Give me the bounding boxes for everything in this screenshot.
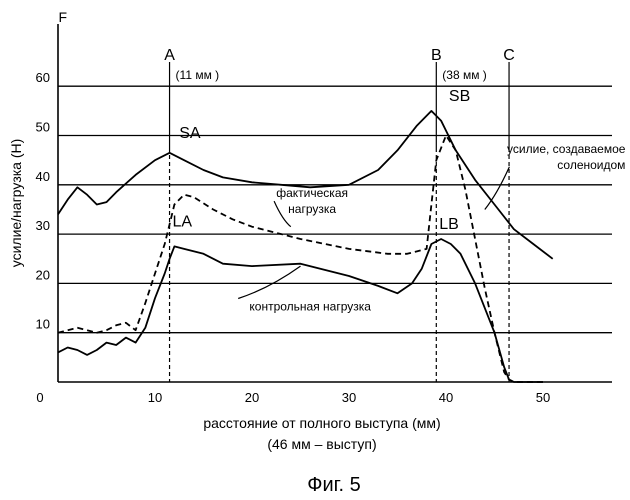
annotation-pointer xyxy=(273,200,292,228)
annotation-pointers xyxy=(238,166,510,300)
origin-tick-label: 0 xyxy=(36,390,43,405)
series-line-actual xyxy=(57,134,543,383)
annotation-pointer xyxy=(484,166,510,210)
x-axis-label-line2: (46 мм – выступ) xyxy=(267,436,376,452)
figure-caption: Фиг. 5 xyxy=(307,474,360,496)
horizontal-gridlines xyxy=(58,85,612,334)
x-tick-label: 20 xyxy=(245,390,259,405)
series-line-control xyxy=(57,238,543,383)
y-tick-label: 10 xyxy=(36,317,50,332)
x-axis-label-line1: расстояние от полного выступа (мм) xyxy=(203,415,440,431)
marker-lines: A(11 мм ) B(38 мм ) C xyxy=(164,47,515,382)
annotations: усилие, создаваемое соленоидом фактическая… xyxy=(249,142,625,314)
series-label-SB: SB xyxy=(449,88,470,105)
annotation-line: усилие, создаваемое xyxy=(507,142,626,156)
series-label-LB: LB xyxy=(439,216,459,233)
marker-label: A xyxy=(164,47,175,64)
marker-note: (38 мм ) xyxy=(442,68,487,82)
y-tick-label: 40 xyxy=(36,169,50,184)
annotation-text: усилие, создаваемое соленоидом xyxy=(507,142,626,172)
series-line-solenoid xyxy=(57,110,554,260)
y-tick-label: 30 xyxy=(36,218,50,233)
annotation-line: нагрузка xyxy=(288,202,336,216)
y-axis-label: усилие/нагрузка (Н) xyxy=(8,139,24,268)
marker-label: C xyxy=(503,47,515,64)
y-tick-labels: 10 20 30 40 50 60 xyxy=(36,70,50,332)
marker-label: B xyxy=(431,47,442,64)
series-label-LA: LA xyxy=(172,214,192,231)
annotation-text: фактическая нагрузка xyxy=(276,186,348,216)
series-labels: SA SB LA LB xyxy=(172,88,470,233)
annotation-line: соленоидом xyxy=(557,158,625,172)
x-tick-label: 40 xyxy=(439,390,453,405)
annotation-line: фактическая xyxy=(276,186,348,200)
y-axis-letter: F xyxy=(58,9,67,25)
y-tick-label: 50 xyxy=(36,120,50,135)
marker-note: (11 мм ) xyxy=(176,68,220,82)
y-tick-label: 60 xyxy=(36,70,50,85)
annotation-text: контрольная нагрузка xyxy=(249,300,371,314)
x-tick-label: 50 xyxy=(536,390,550,405)
data-series xyxy=(57,110,554,383)
annotation-pointer xyxy=(238,265,301,300)
annotation-line: контрольная нагрузка xyxy=(249,300,371,314)
x-tick-label: 10 xyxy=(148,390,162,405)
x-tick-label: 30 xyxy=(342,390,356,405)
series-label-SA: SA xyxy=(179,125,201,142)
y-tick-label: 20 xyxy=(36,267,50,282)
